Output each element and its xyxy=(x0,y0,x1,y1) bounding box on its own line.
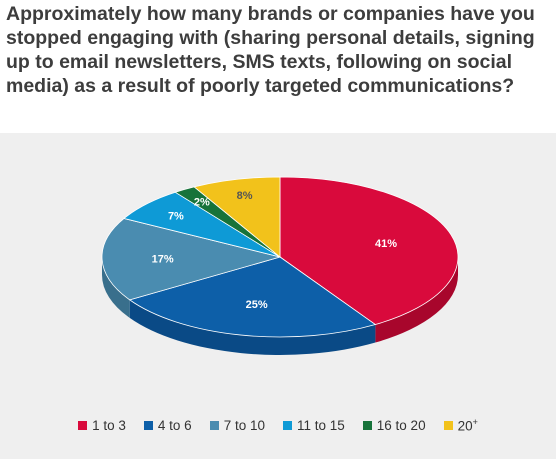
pie-sides xyxy=(102,257,458,355)
slice-value-label: 41% xyxy=(375,238,397,250)
legend-item: 16 to 20 xyxy=(362,417,426,433)
slice-value-label: 7% xyxy=(168,211,184,223)
legend: 1 to 3 4 to 6 7 to 10 11 to 15 16 to 20 20+ xyxy=(0,417,556,434)
pie-side-7-to-10 xyxy=(102,257,130,318)
slice-value-label: 25% xyxy=(246,299,268,311)
pie-side-4-to-6 xyxy=(129,299,376,355)
chart-panel: 41% 25% 17% 7% 2% 8% 1 to 3 4 to 6 7 to 10 11 to… xyxy=(0,133,556,459)
legend-item: 11 to 15 xyxy=(282,417,345,433)
pie-side-1-to-3 xyxy=(375,257,458,343)
legend-item: 1 to 3 xyxy=(78,418,126,433)
legend-swatch xyxy=(143,420,153,430)
slice-value-label: 2% xyxy=(194,197,210,209)
legend-label: 20+ xyxy=(457,417,478,434)
legend-swatch xyxy=(282,420,292,430)
legend-swatch xyxy=(78,420,88,430)
slice-value-label: 8% xyxy=(237,190,253,202)
legend-item: 7 to 10 xyxy=(209,417,265,433)
pie-slice-1-to-3[interactable] xyxy=(279,176,459,325)
chart-title: Approximately how many brands or compani… xyxy=(6,3,535,97)
legend-item: 4 to 6 xyxy=(143,417,192,433)
pie-chart: 41% 25% 17% 7% 2% 8% xyxy=(101,176,459,355)
slice-value-label: 17% xyxy=(152,254,174,266)
legend-label: 11 to 15 xyxy=(296,417,345,433)
pie-slice-7-to-10[interactable] xyxy=(101,218,282,301)
legend-label: 4 to 6 xyxy=(157,417,192,433)
legend-swatch xyxy=(209,420,219,430)
legend-swatch xyxy=(443,420,453,430)
legend-label: 1 to 3 xyxy=(92,417,126,433)
legend-label: 7 to 10 xyxy=(223,417,265,433)
legend-swatch xyxy=(362,420,372,430)
legend-label: 16 to 20 xyxy=(376,417,426,433)
pie-slice-20-[interactable] xyxy=(193,176,281,258)
legend-item: 20+ xyxy=(443,417,478,434)
pie-slice-4-to-6[interactable] xyxy=(128,256,377,338)
